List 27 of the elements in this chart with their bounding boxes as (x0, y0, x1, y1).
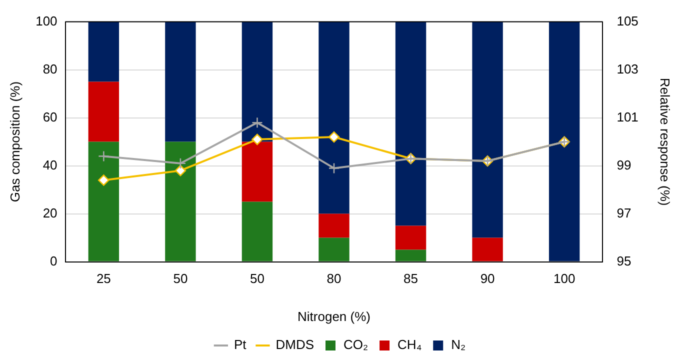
legend-label: N₂ (451, 337, 466, 352)
x-axis-title: Nitrogen (%) (298, 308, 370, 324)
x-tick-label: 25 (96, 271, 111, 286)
y2-tick-label: 105 (616, 13, 638, 28)
x-tick-label: 80 (326, 271, 342, 286)
y-tick-label: 60 (42, 109, 58, 124)
y2-tick-label: 99 (616, 157, 632, 172)
x-tick-label: 100 (553, 271, 576, 286)
y2-tick-label: 101 (616, 109, 638, 124)
y2-tick-label: 97 (616, 205, 632, 220)
y-tick-label: 40 (42, 157, 58, 172)
y-axis-title: Gas composition (%) (7, 81, 22, 202)
legend-label: Pt (234, 337, 247, 352)
y-tick-label: 20 (42, 205, 58, 220)
x-tick-label: 50 (250, 271, 264, 286)
y-tick-label: 80 (42, 61, 58, 76)
y-tick-label: 0 (50, 253, 58, 268)
x-tick-label: 50 (173, 271, 188, 286)
y2-axis-title: Relative response (%) (658, 78, 673, 206)
legend-label: CH₄ (398, 337, 422, 352)
legend-label: DMDS (276, 337, 314, 352)
y-tick-label: 100 (36, 13, 58, 28)
x-tick-label: 85 (404, 271, 418, 286)
x-tick-label: 90 (480, 271, 495, 286)
legend-label: CO₂ (344, 337, 368, 352)
y2-tick-label: 95 (616, 253, 632, 268)
y2-tick-label: 103 (616, 61, 638, 76)
